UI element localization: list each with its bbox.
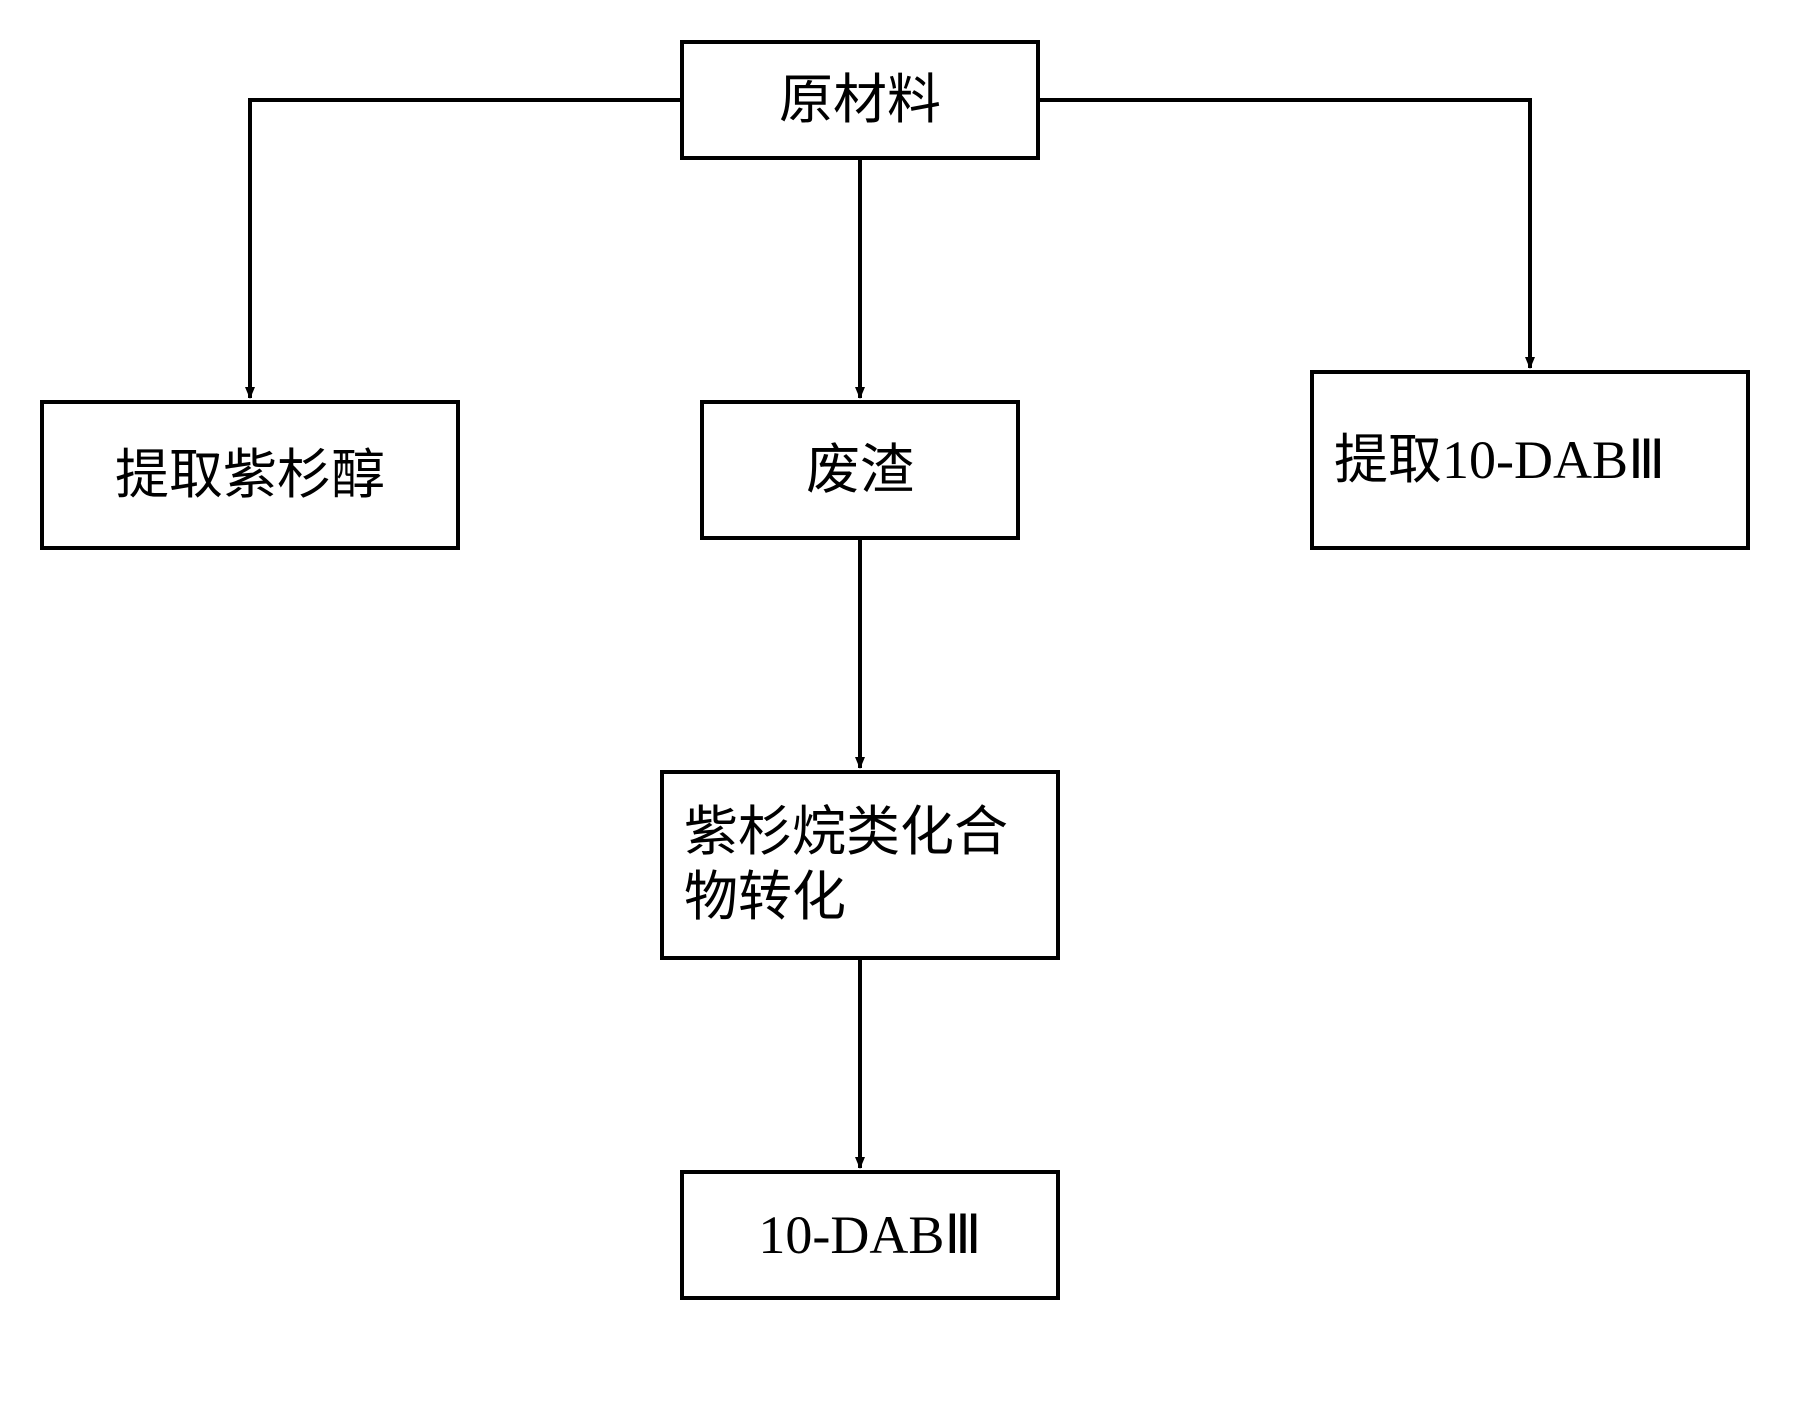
edge-root-right	[1040, 100, 1530, 368]
edge-root-left	[250, 100, 680, 398]
edges-layer	[0, 0, 1796, 1404]
